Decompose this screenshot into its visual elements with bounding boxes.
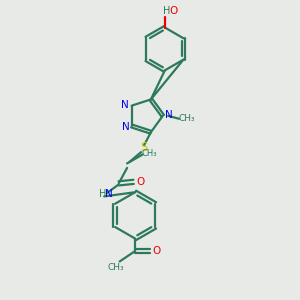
Text: O: O: [136, 177, 144, 187]
Text: CH₃: CH₃: [107, 263, 124, 272]
Text: N: N: [122, 122, 130, 132]
Text: O: O: [152, 246, 161, 256]
Text: H: H: [99, 189, 107, 199]
Text: CH₃: CH₃: [178, 114, 195, 123]
Text: N: N: [121, 100, 129, 110]
Text: CH₃: CH₃: [141, 149, 157, 158]
Text: O: O: [170, 6, 178, 16]
Text: N: N: [165, 110, 173, 120]
Text: S: S: [140, 141, 147, 154]
Text: H: H: [163, 6, 170, 16]
Text: N: N: [105, 189, 113, 199]
